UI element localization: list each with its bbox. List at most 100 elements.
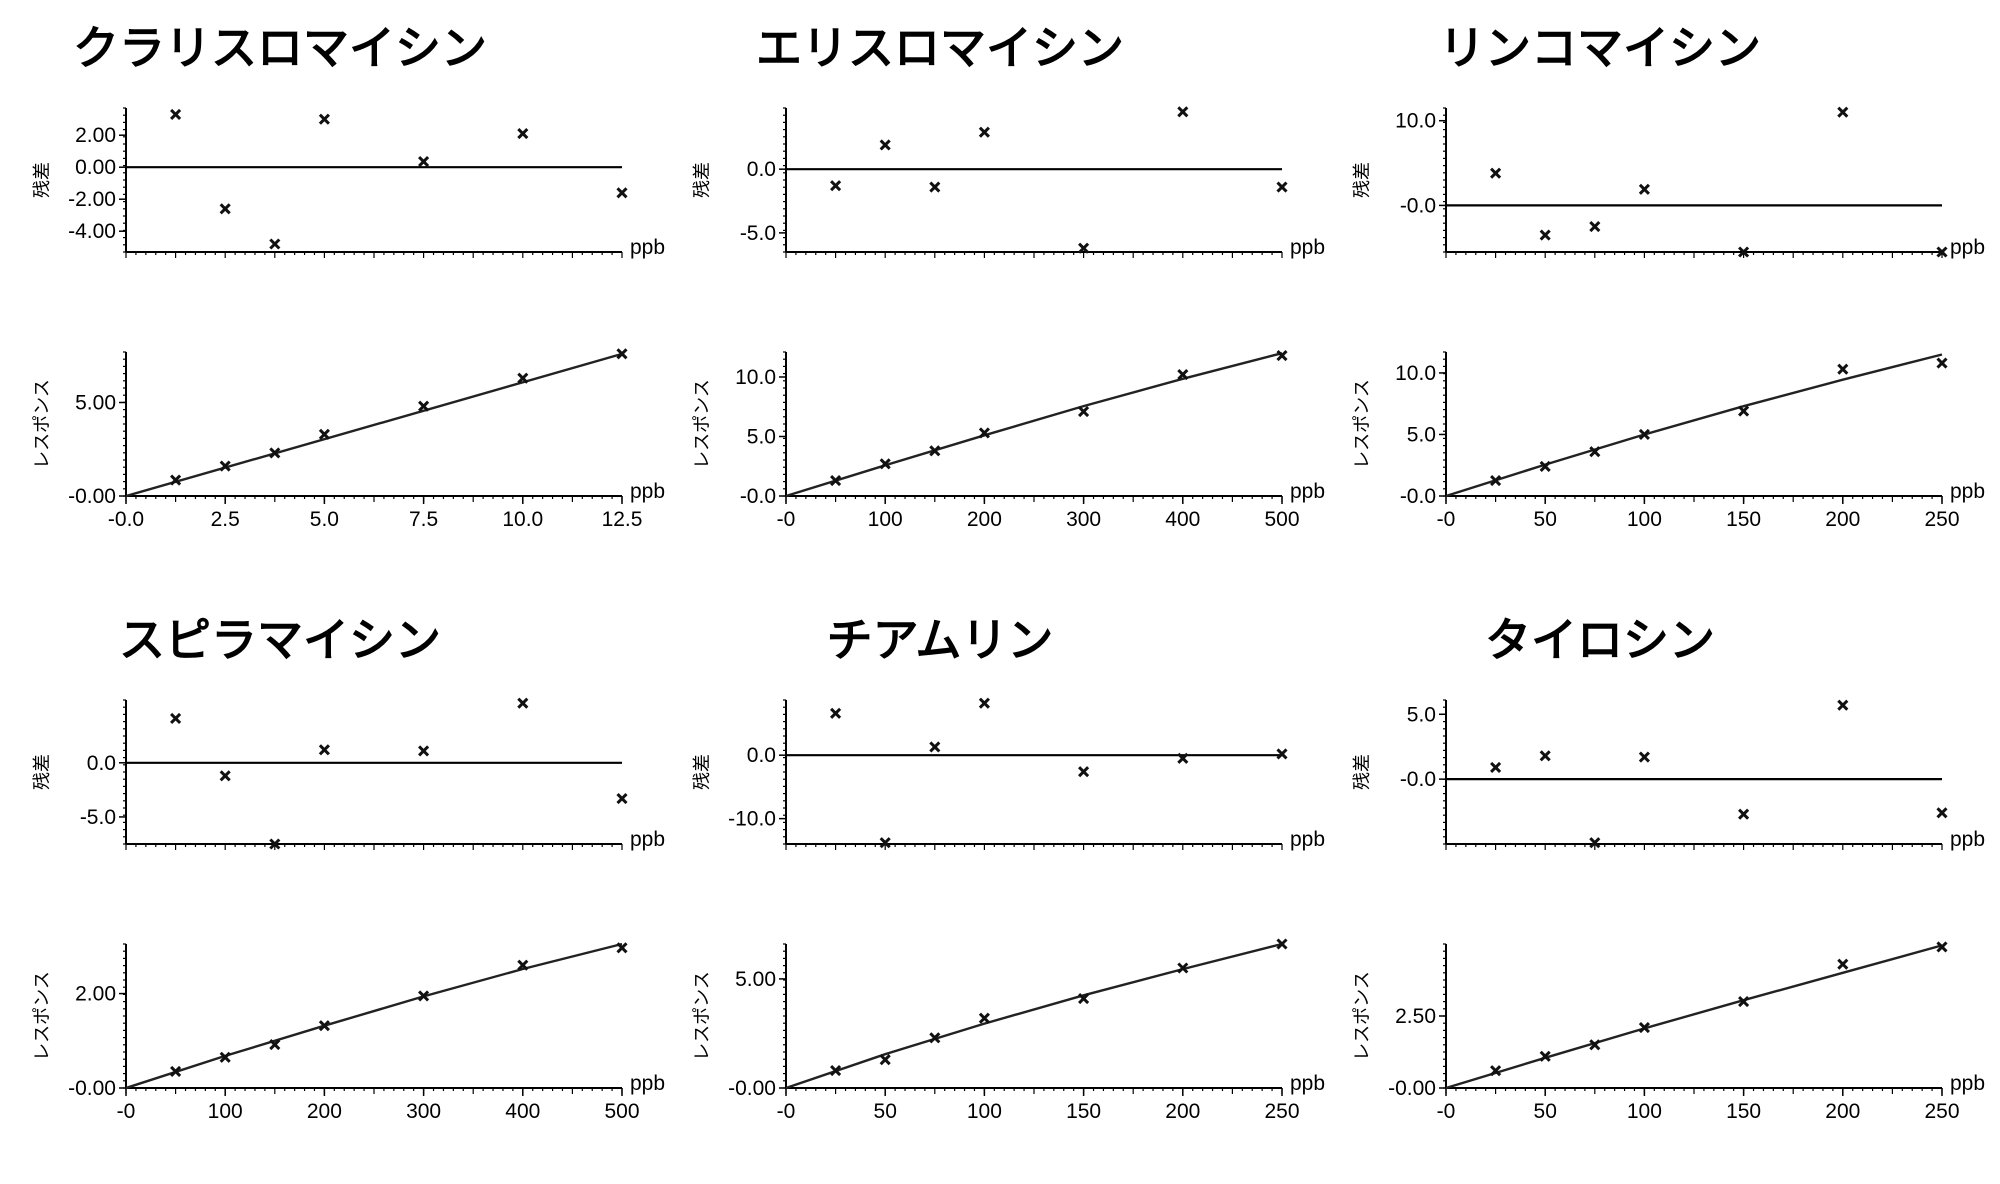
response-point <box>1078 992 1090 1005</box>
residual-point <box>1589 837 1601 849</box>
residual-point <box>879 837 891 849</box>
response-x-tick-label: 150 <box>1066 1100 1101 1123</box>
response-point <box>1936 941 1948 953</box>
residual-unit-label: ppb <box>1290 828 1325 851</box>
response-x-tick-label: 200 <box>1825 1100 1860 1123</box>
residual-axis-label: 残差 <box>1352 754 1373 790</box>
chart-panel: エリスロマイシン 0.0 -5.0 ppb 残差 -0.0 5.0 10.0 -0 100 200 3… <box>660 0 1325 592</box>
response-point <box>1638 1021 1650 1034</box>
response-axis-label: レスポンス <box>32 971 53 1061</box>
residual-point <box>170 712 182 724</box>
chart-panel: タイロシン 5.0 -0.0 ppb 残差 -0.00 2.50 -0 50 100 150 200 2… <box>1320 592 1985 1184</box>
response-x-tick-label: -0.0 <box>108 508 144 531</box>
response-x-tick-label: -0 <box>1437 1100 1456 1123</box>
response-y-tick-label: -0.00 <box>728 1077 776 1100</box>
residual-point <box>1276 748 1288 760</box>
residual-y-tick-label: 2.00 <box>75 124 116 147</box>
residual-point <box>616 792 628 805</box>
fit-curve <box>125 942 623 1090</box>
response-point <box>1837 363 1849 375</box>
residual-point <box>418 156 430 168</box>
response-point <box>170 1065 182 1078</box>
response-axis-label: レスポンス <box>1352 971 1373 1061</box>
response-point <box>269 447 281 459</box>
response-x-tick-label: 50 <box>1534 508 1557 531</box>
response-point <box>1177 962 1189 974</box>
response-unit-label: ppb <box>630 1072 665 1095</box>
residual-y-tick-label: -4.00 <box>68 220 116 243</box>
residual-point <box>1638 751 1650 763</box>
response-x-tick-label: 200 <box>1165 1100 1200 1123</box>
fit-curve <box>785 352 1283 498</box>
response-x-tick-label: 100 <box>868 508 903 531</box>
response-point <box>418 400 430 412</box>
response-y-tick-label: -0.00 <box>68 1077 116 1100</box>
chart-svg: 2.00 0.00 -2.00 -4.00 ppb 残差 -0.00 5.00 -0.0 2.5 5… <box>32 107 665 531</box>
response-point <box>1539 1050 1551 1062</box>
residual-y-tick-label: 0.00 <box>75 156 116 179</box>
response-point <box>318 1020 330 1032</box>
residual-y-tick-label: -10.0 <box>728 808 776 831</box>
response-point <box>616 942 628 954</box>
chart-svg: 0.0 -5.0 ppb 残差 -0.0 5.0 10.0 -0 100 200 300 400 500… <box>692 106 1325 531</box>
response-x-tick-label: 50 <box>874 1100 897 1123</box>
residual-point <box>1177 752 1189 764</box>
residual-y-tick-label: -0.0 <box>1400 194 1436 217</box>
response-point <box>1738 996 1750 1008</box>
residual-y-tick-label: 0.0 <box>747 158 776 181</box>
residual-point <box>318 744 330 756</box>
residual-point <box>318 113 330 125</box>
response-point <box>1589 446 1601 458</box>
response-point <box>978 1012 990 1024</box>
response-x-tick-label: -0 <box>777 1100 796 1123</box>
response-x-tick-label: 100 <box>1627 508 1662 531</box>
chart-panel: チアムリン 0.0 -10.0 ppb 残差 -0.00 5.00 -0 50 100 150 200… <box>660 592 1325 1184</box>
response-point <box>616 348 628 360</box>
residual-y-tick-label: 0.0 <box>87 752 116 775</box>
response-point <box>1837 958 1849 970</box>
residual-point <box>830 707 842 719</box>
response-unit-label: ppb <box>1290 480 1325 503</box>
response-point <box>517 959 529 971</box>
response-x-tick-label: 500 <box>604 1100 639 1123</box>
response-point <box>418 990 430 1002</box>
residual-point <box>929 181 941 193</box>
residual-point <box>170 108 182 120</box>
residual-y-tick-label: -2.00 <box>68 188 116 211</box>
response-point <box>219 460 231 472</box>
residual-point <box>1490 167 1502 179</box>
response-unit-label: ppb <box>1950 1072 1985 1095</box>
chart-title: クラリスロマイシン <box>73 21 487 75</box>
response-x-tick-label: 150 <box>1726 508 1761 531</box>
response-x-tick-label: 400 <box>1165 508 1200 531</box>
response-x-tick-label: -0 <box>117 1100 136 1123</box>
fit-curve <box>125 352 623 498</box>
residual-point <box>219 770 231 782</box>
response-x-tick-label: -0 <box>777 508 796 531</box>
residual-y-tick-label: 0.0 <box>747 744 776 767</box>
response-axis-label: レスポンス <box>1352 379 1373 469</box>
residual-point <box>517 697 529 709</box>
residual-axis-label: 残差 <box>32 754 53 790</box>
fit-curve <box>1445 353 1943 498</box>
response-point <box>1589 1039 1601 1051</box>
residual-y-tick-label: -0.0 <box>1400 768 1436 791</box>
residual-unit-label: ppb <box>630 236 665 259</box>
response-point <box>1738 405 1750 417</box>
response-x-tick-label: 150 <box>1726 1100 1761 1123</box>
chart-svg: 0.0 -10.0 ppb 残差 -0.00 5.00 -0 50 100 150 200 250 pp… <box>692 697 1325 1123</box>
chart-panel: リンコマイシン 10.0 -0.0 ppb 残差 -0.0 5.0 10.0 -0 50 100 15… <box>1320 0 1985 592</box>
residual-point <box>418 745 430 757</box>
response-point <box>1276 350 1288 362</box>
response-y-tick-label: 10.0 <box>735 366 776 389</box>
response-y-tick-label: -0.00 <box>1388 1077 1436 1100</box>
residual-axis-label: 残差 <box>32 162 53 198</box>
residual-point <box>616 187 628 199</box>
response-x-tick-label: 200 <box>967 508 1002 531</box>
response-point <box>517 372 529 384</box>
residual-point <box>1078 242 1090 254</box>
chart-title: リンコマイシン <box>1439 21 1761 75</box>
chart-title: エリスロマイシン <box>756 21 1124 75</box>
response-point <box>1276 938 1288 950</box>
response-point <box>830 474 842 487</box>
